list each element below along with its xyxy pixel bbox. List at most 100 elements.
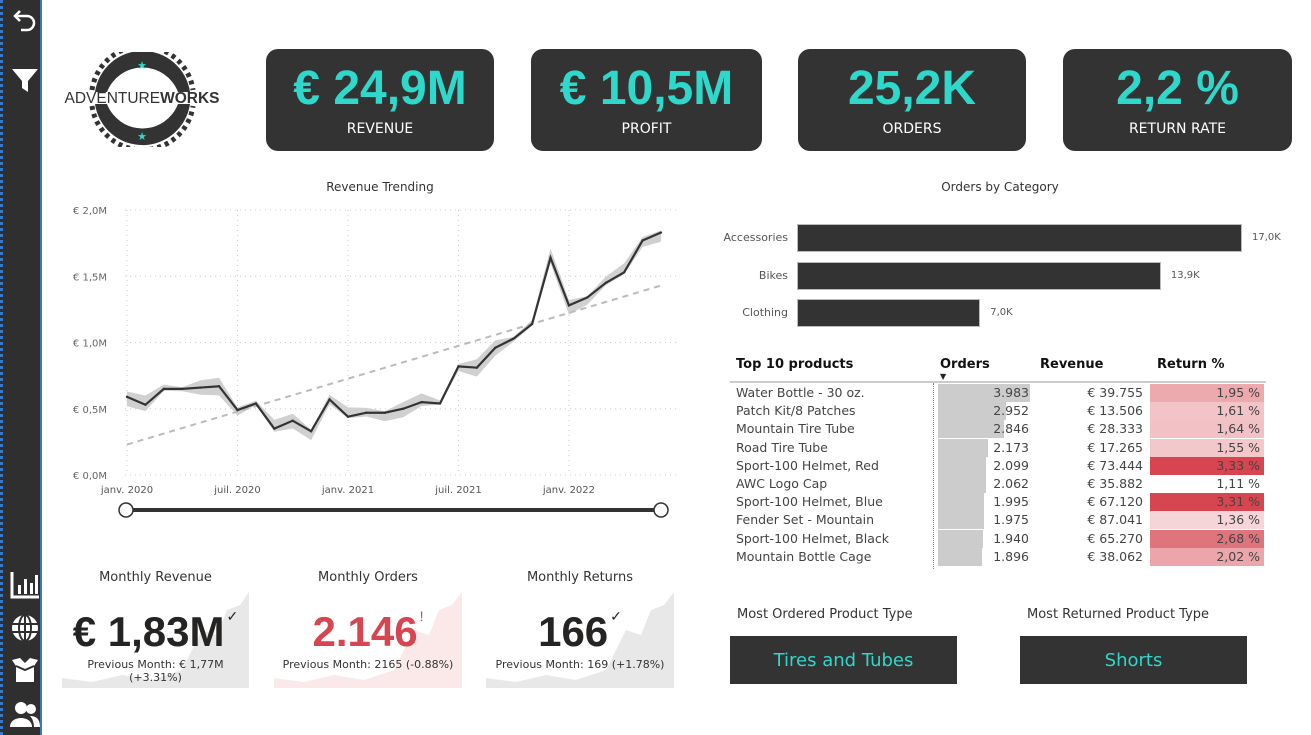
kpi-label: ORDERS [882, 121, 942, 137]
data-point [383, 411, 386, 414]
table-row[interactable]: Sport-100 Helmet, Red 2.099 € 73.444 3,33 % [730, 456, 1266, 475]
table-row[interactable]: Road Tire Tube 2.173 € 17.265 1,55 % [730, 438, 1266, 457]
return-value: 1,61 % [1216, 403, 1260, 419]
sort-desc-icon[interactable]: ▼ [940, 372, 947, 381]
table-row[interactable]: Mountain Tire Tube 2.846 € 28.333 1,64 % [730, 420, 1266, 439]
table-row[interactable]: AWC Logo Cap 2.062 € 35.882 1,11 % [730, 475, 1266, 493]
previous-month-text: Previous Month: € 1,77M (+3.31%) [87, 658, 224, 684]
orders-by-category-title: Orders by Category [941, 180, 1059, 194]
most-ordered-product-type[interactable]: Tires and Tubes [730, 636, 957, 684]
table-row[interactable]: Patch Kit/8 Patches 2.952 € 13.506 1,61 % [730, 402, 1266, 421]
x-tick-label: juil. 2020 [213, 485, 260, 496]
date-slider-start-handle[interactable] [118, 502, 134, 518]
data-point [494, 346, 497, 349]
table-row[interactable]: Water Bottle - 30 oz. 3.983 € 39.755 1,95 % [730, 384, 1266, 402]
check-icon: ✓ [610, 608, 622, 624]
product-name: AWC Logo Cap [736, 476, 828, 491]
bar-data-label: 13,9K [1170, 270, 1200, 281]
category-bar[interactable] [797, 262, 1161, 290]
users-icon[interactable] [9, 698, 41, 730]
x-tick-label: juil. 2021 [434, 485, 481, 496]
category-bar[interactable] [797, 299, 981, 327]
y-tick-label: € 2,0M [73, 206, 107, 217]
card-title: Monthly Orders [318, 570, 418, 585]
data-point [346, 415, 350, 418]
orders-value: 1.896 [993, 548, 1029, 564]
most-type-title: Most Returned Product Type [1027, 607, 1210, 622]
y-tick-label: € 1,5M [73, 272, 107, 283]
table-row[interactable]: Sport-100 Helmet, Black 1.940 € 65.270 2,68… [730, 529, 1266, 548]
kpi-card-revenue: € 24,9M REVENUE [266, 49, 494, 151]
sparkline-background [486, 592, 674, 688]
svg-text:★: ★ [137, 59, 147, 72]
category-label: Bikes [758, 269, 788, 282]
orders-data-bar [938, 547, 982, 566]
top-products-table: Top 10 products Orders ▼ Revenue Return … [730, 355, 1266, 570]
product-name: Fender Set - Mountain [736, 512, 875, 528]
header-divider [730, 381, 1266, 383]
previous-month-text: Previous Month: 2165 (-0.88%) [282, 658, 454, 671]
return-heat-cell [1150, 384, 1264, 402]
x-tick-label: janv. 2021 [321, 485, 374, 496]
kpi-value: 2,2 % [1116, 62, 1239, 115]
product-name: Mountain Tire Tube [736, 421, 855, 437]
data-point [586, 296, 589, 299]
data-point [641, 239, 644, 242]
globe-icon[interactable] [9, 612, 41, 644]
filter-icon[interactable] [9, 64, 41, 96]
kpi-card-orders: 25,2K ORDERS [798, 49, 1026, 151]
revenue-trending-title: Revenue Trending [326, 180, 434, 194]
revenue-value: € 87.041 [1087, 512, 1143, 528]
table-row[interactable]: Fender Set - Mountain 1.975 € 87.041 1,36 % [730, 511, 1266, 530]
orders-data-bar [938, 529, 983, 548]
svg-text:ADVENTUREWORKS: ADVENTUREWORKS [64, 90, 219, 107]
data-point [457, 365, 460, 368]
return-value: 1,36 % [1216, 512, 1260, 528]
most-returned-product-type[interactable]: Shorts [1020, 636, 1247, 684]
data-point [199, 386, 202, 389]
table-row[interactable]: Mountain Bottle Cage 1.896 € 38.062 2,02 % [730, 547, 1266, 566]
data-point [438, 402, 442, 405]
data-point [273, 427, 276, 430]
header-return[interactable]: Return % [1157, 357, 1225, 372]
column-divider [933, 383, 935, 569]
x-tick-label: janv. 2022 [542, 485, 595, 496]
data-point [512, 337, 515, 340]
return-value: 1,55 % [1216, 439, 1260, 455]
table-row[interactable]: Sport-100 Helmet, Blue 1.995 € 67.120 3,31 … [730, 493, 1266, 512]
date-slider-end-handle[interactable] [653, 502, 669, 518]
product-name: Sport-100 Helmet, Black [736, 530, 889, 546]
product-name: Patch Kit/8 Patches [736, 403, 856, 419]
data-point [475, 366, 479, 369]
kpi-value: € 24,9M [293, 62, 467, 115]
card-title: Monthly Returns [526, 570, 634, 585]
card-value: 166 ✓ [486, 608, 674, 656]
card-value-text: 166 [538, 608, 609, 655]
card-value-text: 2.146 [312, 608, 418, 655]
return-heat-cell [1150, 493, 1264, 512]
bar-chart-icon[interactable] [9, 569, 41, 601]
header-revenue[interactable]: Revenue [1040, 357, 1104, 372]
data-point [236, 408, 239, 412]
data-point [604, 281, 607, 285]
box-icon[interactable] [9, 655, 41, 687]
revenue-value: € 38.062 [1087, 548, 1143, 564]
y-tick-label: € 1,0M [73, 339, 107, 350]
orders-value: 1.995 [993, 494, 1029, 510]
revenue-value: € 13.506 [1087, 403, 1143, 419]
product-name: Water Bottle - 30 oz. [736, 385, 865, 400]
data-point [365, 411, 368, 414]
header-product[interactable]: Top 10 products [736, 357, 854, 372]
return-heat-cell [1150, 402, 1264, 421]
data-point [420, 400, 423, 404]
revenue-value: € 17.265 [1087, 439, 1143, 455]
orders-data-bar [938, 420, 1004, 439]
sparkline-background [274, 592, 462, 688]
orders-data-bar [938, 475, 986, 493]
data-point [291, 419, 294, 422]
back-arrow-icon[interactable] [9, 4, 41, 36]
data-point [530, 322, 534, 326]
header-orders[interactable]: Orders [940, 357, 990, 372]
kpi-card-profit: € 10,5M PROFIT [531, 49, 762, 151]
category-bar[interactable] [797, 224, 1242, 252]
